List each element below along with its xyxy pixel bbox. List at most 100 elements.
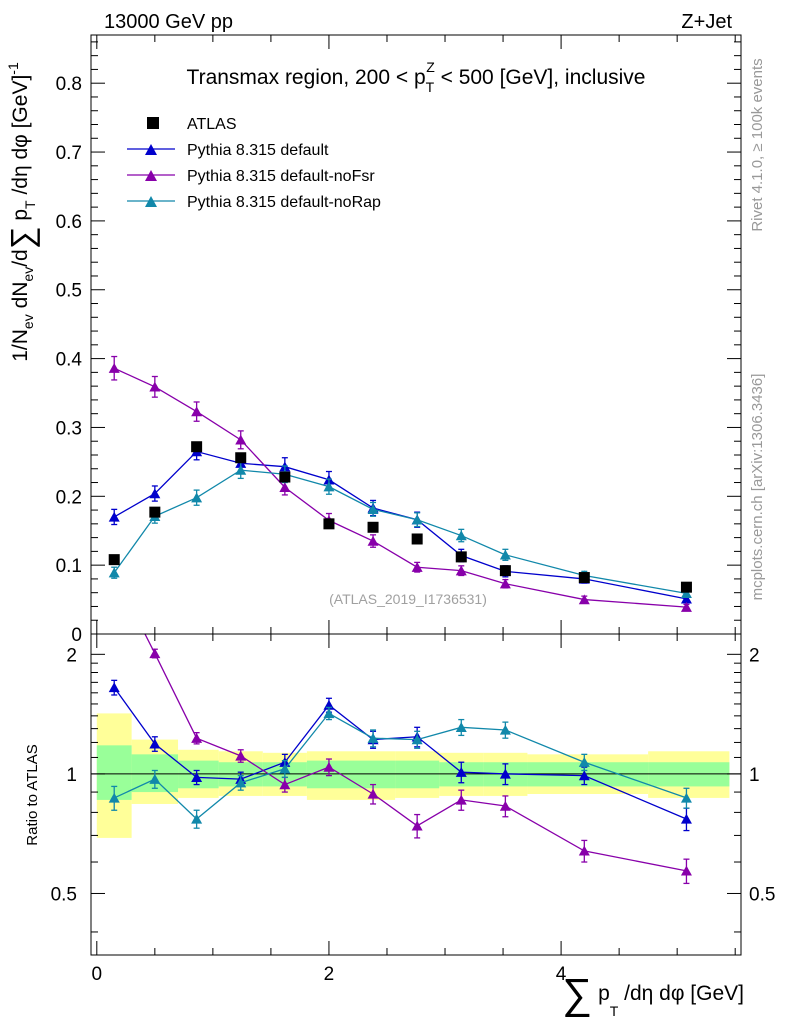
ratio-point-pythia-8-315-default-nofsr bbox=[191, 732, 203, 743]
ratio-point-pythia-8-315-default-norap bbox=[323, 708, 335, 719]
ratio-y-tick-label-right: 2 bbox=[749, 645, 760, 666]
ratio-panel: 0.5 0.5 1 1 2 2 0 2 4 Ratio to ATLAS ∑ pT /dη dφ… bbox=[24, 633, 775, 1019]
svg-text:∑ pT /dη dφ [GeV]: ∑ pT /dη dφ [GeV] bbox=[562, 970, 744, 1019]
ratio-point-pythia-8-315-default-nofsr bbox=[149, 648, 161, 659]
ratio-stat-band bbox=[395, 760, 440, 789]
main-point-atlas bbox=[680, 581, 692, 593]
main-point-pythia-8-315-default-nofsr bbox=[411, 561, 423, 572]
main-line-pythia-8-315-default-nofsr bbox=[113, 367, 687, 608]
ratio-point-pythia-8-315-default bbox=[578, 770, 590, 781]
legend-marker-norap bbox=[145, 196, 157, 207]
main-y-axis-label: 1/Nev dNev/d∑ pT /dη dφ [GeV]-1 bbox=[4, 62, 40, 362]
ratio-point-pythia-8-315-default-nofsr bbox=[323, 761, 335, 772]
ratio-point-pythia-8-315-default bbox=[680, 813, 692, 824]
main-point-atlas bbox=[578, 572, 590, 584]
ratio-y-tick-label-right: 1 bbox=[749, 765, 760, 786]
ratio-point-pythia-8-315-default-norap bbox=[680, 792, 692, 803]
ratio-y-tick-label-right: 0.5 bbox=[749, 884, 775, 905]
main-point-pythia-8-315-default-nofsr bbox=[191, 406, 203, 417]
main-y-tick-label: 0.3 bbox=[56, 418, 82, 439]
main-y-tick-label: 0.7 bbox=[56, 143, 82, 164]
ratio-point-pythia-8-315-default-nofsr bbox=[411, 820, 423, 831]
main-point-pythia-8-315-default bbox=[680, 593, 692, 604]
main-point-pythia-8-315-default-nofsr bbox=[235, 434, 247, 445]
main-point-atlas bbox=[411, 533, 423, 545]
main-point-pythia-8-315-default-norap bbox=[499, 549, 511, 560]
main-data-layer bbox=[108, 355, 692, 612]
ratio-point-pythia-8-315-default-nofsr bbox=[455, 794, 467, 805]
ratio-y-tick-label-left: 2 bbox=[66, 645, 77, 666]
main-point-pythia-8-315-default bbox=[108, 511, 120, 522]
ratio-axis-ticks: 0.5 0.5 1 1 2 2 0 2 4 bbox=[51, 634, 775, 985]
main-point-pythia-8-315-default-norap bbox=[323, 481, 335, 492]
main-y-tick-label: 0.5 bbox=[56, 281, 82, 302]
svg-text:1/Nev dNev/d∑ pT /dη dφ [GeV]: 1/Nev dNev/d∑ pT /dη dφ [GeV]-1 bbox=[4, 62, 40, 362]
ratio-point-pythia-8-315-default bbox=[455, 766, 467, 777]
legend-marker-default bbox=[145, 144, 157, 155]
x-axis-label: ∑ pT /dη dφ [GeV] bbox=[562, 970, 744, 1019]
main-point-atlas bbox=[499, 565, 511, 577]
main-point-pythia-8-315-default-nofsr bbox=[680, 601, 692, 612]
main-point-pythia-8-315-default-nofsr bbox=[279, 482, 291, 493]
ratio-point-pythia-8-315-default-norap bbox=[578, 756, 590, 767]
main-point-pythia-8-315-default-norap bbox=[235, 464, 247, 475]
main-y-tick-label: 0.4 bbox=[56, 350, 83, 371]
legend-label-norap: Pythia 8.315 default-noRap bbox=[187, 194, 381, 211]
main-point-atlas bbox=[367, 521, 379, 533]
legend-label-default: Pythia 8.315 default bbox=[187, 142, 329, 159]
legend: ATLAS Pythia 8.315 default Pythia 8.315 … bbox=[127, 116, 381, 211]
main-line-pythia-8-315-default-norap bbox=[113, 469, 687, 595]
ratio-point-pythia-8-315-default-norap bbox=[367, 732, 379, 743]
main-point-pythia-8-315-default-norap bbox=[367, 504, 379, 515]
ratio-point-pythia-8-315-default bbox=[108, 682, 120, 693]
x-tick-label: 2 bbox=[324, 964, 335, 985]
main-point-atlas bbox=[191, 441, 203, 453]
process-label: Z+Jet bbox=[681, 11, 732, 33]
main-point-pythia-8-315-default-nofsr bbox=[578, 594, 590, 605]
ratio-point-pythia-8-315-default-norap bbox=[499, 724, 511, 735]
main-point-atlas bbox=[235, 452, 247, 464]
ratio-point-pythia-8-315-default bbox=[149, 738, 161, 749]
ratio-point-pythia-8-315-default-nofsr bbox=[279, 779, 291, 790]
main-panel: 0.1 0.2 0.3 0.4 0.5 0.6 0.7 0.8 0 Transmax regio… bbox=[4, 34, 742, 646]
ratio-point-pythia-8-315-default-norap bbox=[279, 763, 291, 774]
mcplots-label: mcplots.cern.ch [arXiv:1306.3436] bbox=[749, 374, 766, 601]
ratio-uncertainty-bands bbox=[96, 713, 730, 838]
main-point-pythia-8-315-default-norap bbox=[455, 530, 467, 541]
ratio-point-pythia-8-315-default-nofsr bbox=[680, 865, 692, 876]
ratio-point-pythia-8-315-default bbox=[191, 772, 203, 783]
main-y-tick-label: 0.1 bbox=[56, 556, 82, 577]
ratio-point-pythia-8-315-default-norap bbox=[108, 792, 120, 803]
main-y-tick-label: 0.6 bbox=[56, 212, 82, 233]
ratio-y-tick-label-left: 0.5 bbox=[51, 884, 77, 905]
main-point-pythia-8-315-default-nofsr bbox=[149, 381, 161, 392]
ratio-point-pythia-8-315-default-norap bbox=[411, 734, 423, 745]
x-tick-label: 0 bbox=[92, 964, 103, 985]
main-point-atlas bbox=[279, 471, 291, 483]
main-point-pythia-8-315-default-nofsr bbox=[455, 565, 467, 576]
ratio-point-pythia-8-315-default-norap bbox=[455, 722, 467, 732]
main-point-pythia-8-315-default-nofsr bbox=[108, 363, 120, 373]
ratio-point-pythia-8-315-default-nofsr bbox=[499, 800, 511, 811]
ratio-point-pythia-8-315-default-norap bbox=[149, 773, 161, 784]
legend-label-atlas: ATLAS bbox=[187, 116, 237, 133]
main-point-atlas bbox=[108, 554, 120, 566]
ratio-stat-band bbox=[178, 760, 219, 789]
ratio-stat-band bbox=[351, 760, 396, 789]
analysis-watermark: (ATLAS_2019_I1736531) bbox=[329, 591, 487, 607]
ratio-line-pythia-8-315-default bbox=[113, 687, 687, 820]
main-point-pythia-8-315-default-norap bbox=[108, 567, 120, 578]
ratio-line-pythia-8-315-default-norap bbox=[113, 712, 687, 820]
main-point-atlas bbox=[149, 506, 161, 518]
legend-label-nofsr: Pythia 8.315 default-noFsr bbox=[187, 168, 375, 185]
legend-marker-atlas bbox=[147, 117, 159, 129]
ratio-data-layer bbox=[108, 634, 692, 885]
ratio-point-pythia-8-315-default-norap bbox=[235, 777, 247, 788]
main-y-tick-label: 0.8 bbox=[56, 74, 82, 95]
ratio-y-tick-label-left: 1 bbox=[66, 765, 77, 786]
ratio-line-pythia-8-315-default-nofsr bbox=[144, 634, 687, 872]
main-point-pythia-8-315-default-nofsr bbox=[367, 535, 379, 546]
plot-title: Transmax region, 200 < pTZ < 500 [GeV], … bbox=[187, 59, 646, 95]
ratio-point-pythia-8-315-default-nofsr bbox=[367, 788, 379, 799]
main-point-pythia-8-315-default bbox=[149, 488, 161, 499]
